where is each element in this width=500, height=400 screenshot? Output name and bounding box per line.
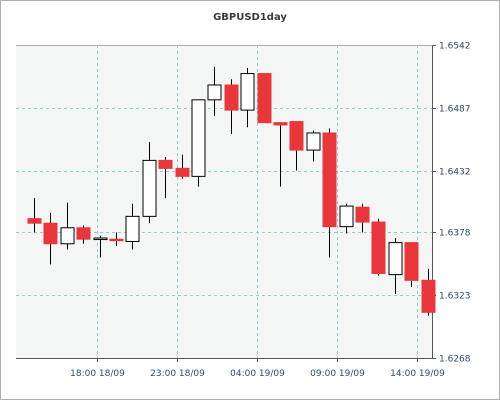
candle bbox=[27, 198, 42, 233]
candle bbox=[93, 235, 108, 258]
candle bbox=[273, 122, 288, 187]
candle bbox=[355, 203, 370, 233]
candle-body-down bbox=[404, 242, 419, 281]
candle bbox=[224, 79, 239, 135]
chart-title: GBPUSD1day bbox=[213, 12, 287, 23]
candle-body-down bbox=[421, 279, 436, 313]
grid-layer bbox=[16, 45, 432, 358]
candle bbox=[109, 232, 124, 247]
candle-body-up bbox=[191, 99, 206, 177]
candle bbox=[43, 212, 58, 265]
candle-body-up bbox=[388, 242, 403, 276]
candle bbox=[322, 128, 337, 258]
x-tick-label: 04:00 19/09 bbox=[230, 369, 285, 379]
y-tick-labels: 1.6542 1.6487 1.6432 1.6378 1.6323 1.6268 bbox=[439, 42, 471, 365]
candle bbox=[76, 225, 91, 244]
candle-body-down bbox=[158, 159, 173, 169]
candle-body-up bbox=[339, 205, 354, 228]
candle-body-down bbox=[289, 121, 304, 151]
candle bbox=[289, 121, 304, 171]
candle-body-up bbox=[306, 132, 321, 151]
candle bbox=[371, 218, 386, 276]
candle-body-down bbox=[322, 132, 337, 228]
candle-body-down bbox=[175, 167, 190, 177]
y-tick-label: 1.6323 bbox=[439, 292, 471, 302]
y-tick-label: 1.6542 bbox=[439, 42, 471, 52]
candle bbox=[191, 99, 206, 187]
candle-body-up bbox=[207, 84, 222, 101]
candle-body-down bbox=[43, 222, 58, 245]
candle-body-up bbox=[240, 73, 255, 111]
candle-body-down bbox=[257, 73, 272, 124]
candle bbox=[306, 130, 321, 162]
y-tick-label: 1.6432 bbox=[439, 168, 471, 178]
candle-body-up bbox=[142, 159, 157, 217]
y-tick-label: 1.6487 bbox=[439, 105, 471, 115]
candle bbox=[404, 242, 419, 288]
plot-area bbox=[16, 45, 432, 358]
candle-body-up bbox=[60, 227, 75, 245]
candle bbox=[175, 154, 190, 179]
candle bbox=[339, 203, 354, 234]
x-tick-label: 14:00 19/09 bbox=[390, 369, 445, 379]
candle-body-up bbox=[93, 237, 108, 241]
candle bbox=[158, 156, 173, 199]
x-tick-label: 23:00 18/09 bbox=[150, 369, 205, 379]
candle bbox=[207, 66, 222, 116]
candle-layer bbox=[27, 66, 436, 316]
candle-body-down bbox=[109, 238, 124, 242]
candle-body-down bbox=[273, 122, 288, 126]
candle-body-down bbox=[355, 206, 370, 223]
y-tick-label: 1.6378 bbox=[439, 229, 471, 239]
candle bbox=[60, 202, 75, 250]
candle bbox=[388, 238, 403, 295]
candle-body-down bbox=[27, 218, 42, 224]
y-tick-label: 1.6268 bbox=[439, 355, 471, 365]
x-tick-label: 09:00 19/09 bbox=[310, 369, 365, 379]
candle-body-up bbox=[125, 215, 140, 242]
x-tick-labels: 18:00 18/09 23:00 18/09 04:00 19/09 09:00 1… bbox=[70, 369, 445, 379]
candle bbox=[125, 203, 140, 250]
candle bbox=[421, 268, 436, 316]
candle-body-down bbox=[371, 221, 386, 274]
candle bbox=[240, 67, 255, 128]
candle bbox=[257, 73, 272, 124]
candle bbox=[142, 142, 157, 224]
candle-body-down bbox=[76, 227, 91, 240]
candle-body-down bbox=[224, 84, 239, 111]
x-tick-label: 18:00 18/09 bbox=[70, 369, 125, 379]
